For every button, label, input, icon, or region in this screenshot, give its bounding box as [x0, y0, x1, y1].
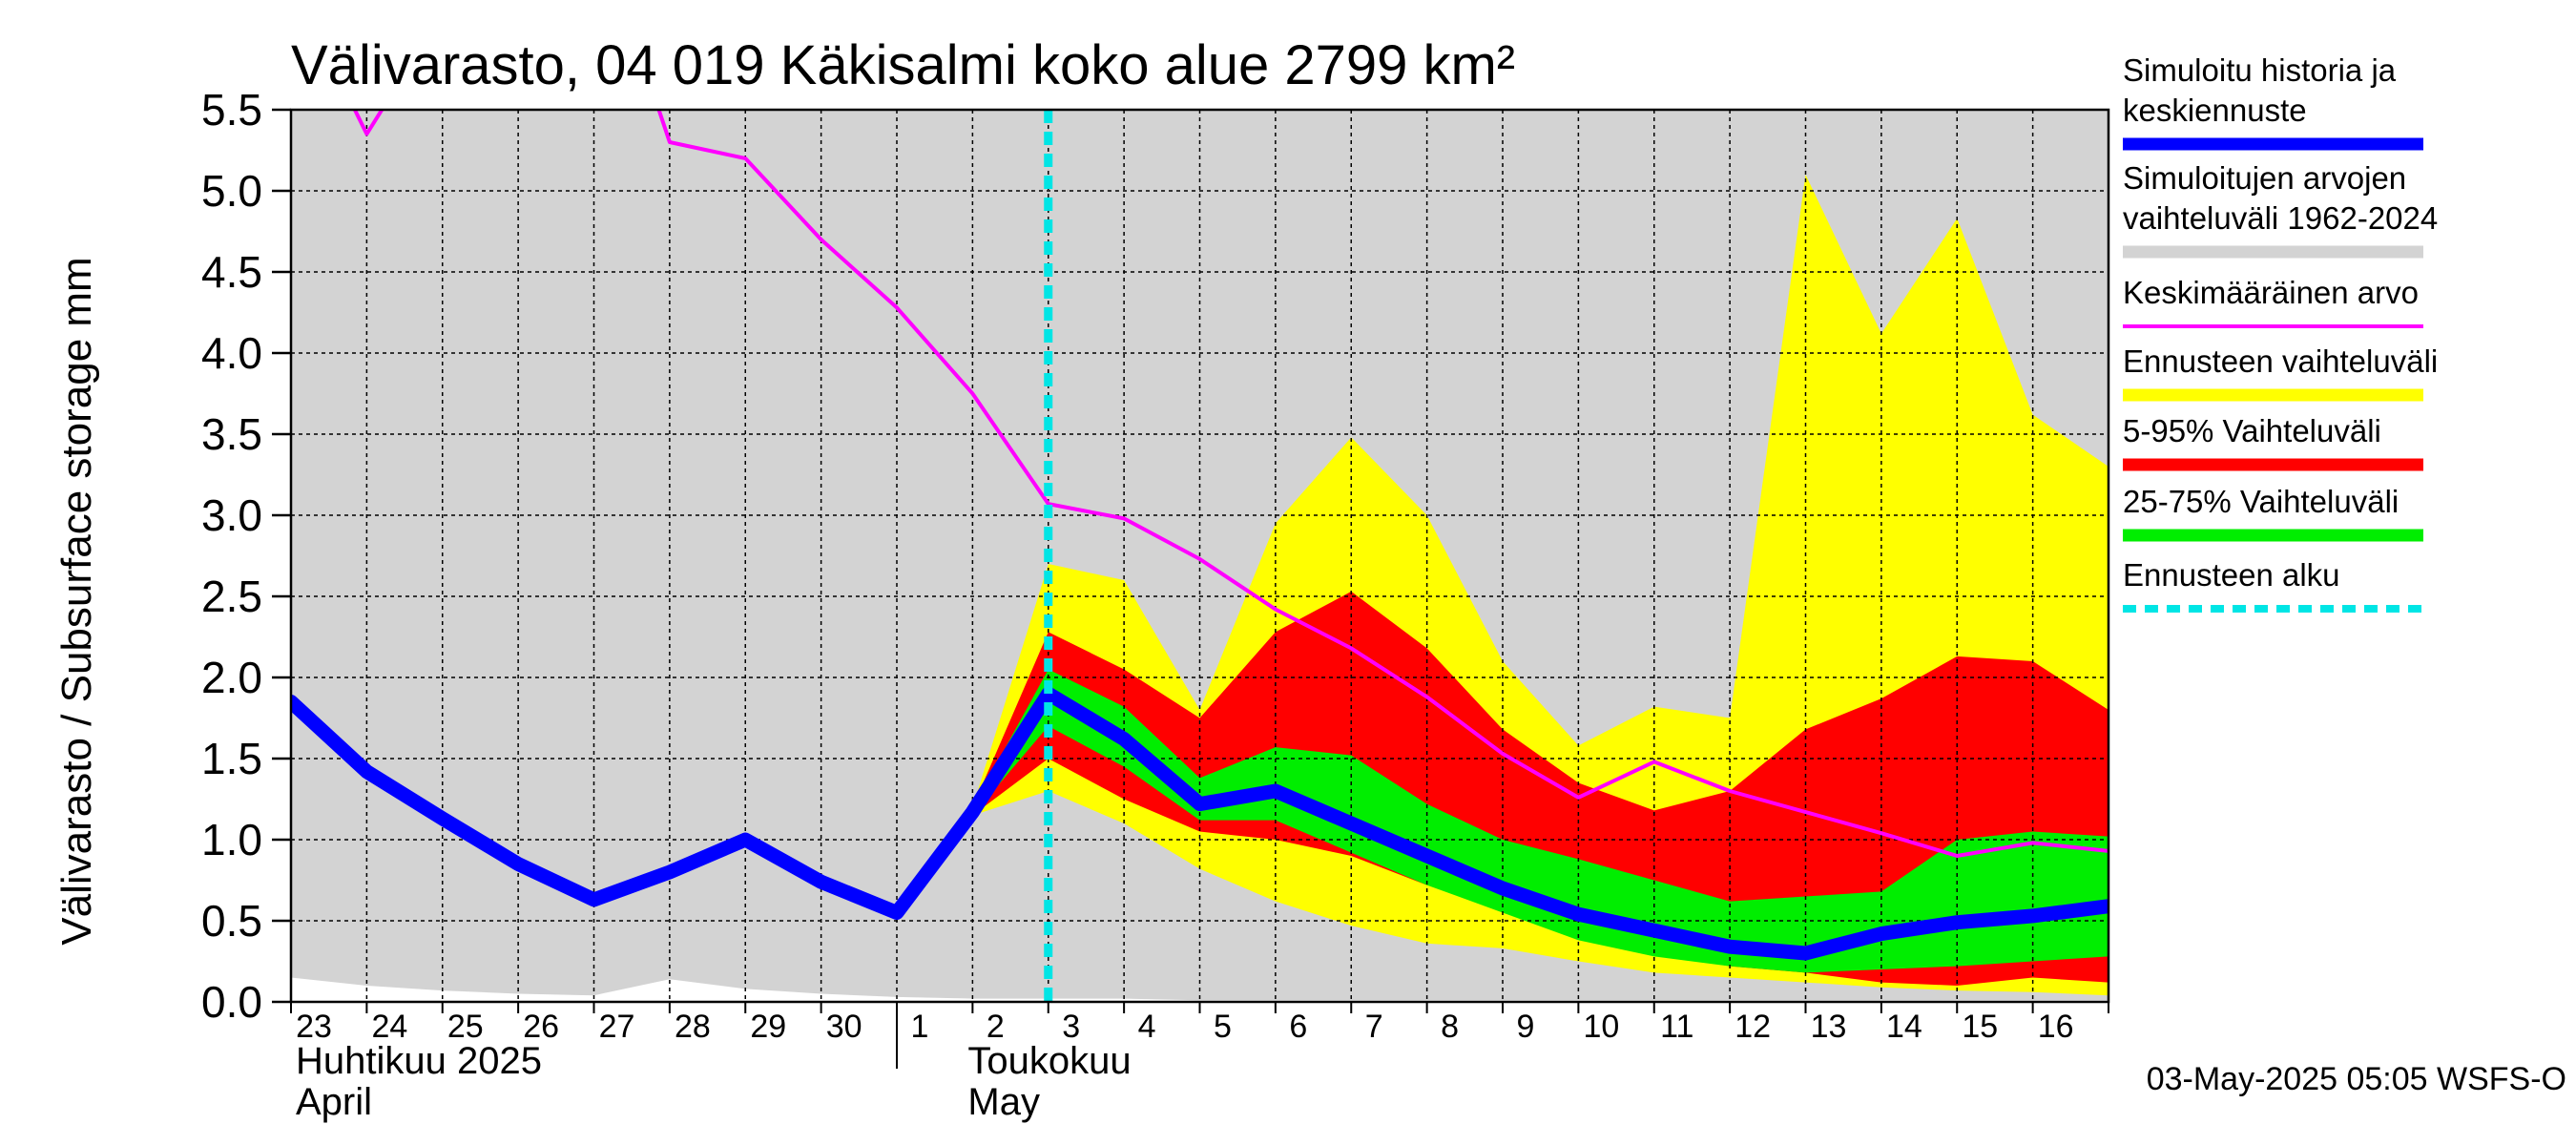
x-tick-label: 14 — [1886, 1009, 1922, 1045]
legend-entry: Simuloitu historia ja keskiennuste — [2123, 52, 2423, 151]
x-tick-label: 24 — [371, 1009, 407, 1045]
x-tick-label: 16 — [2038, 1009, 2074, 1045]
line-layer — [291, 110, 2109, 1002]
band-green — [972, 669, 2109, 973]
month-label-fi: Huhtikuu 2025 — [296, 1040, 542, 1082]
x-tick-label: 13 — [1811, 1009, 1847, 1045]
x-tick-label: 12 — [1735, 1009, 1771, 1045]
chart-title: Välivarasto, 04 019 Käkisalmi koko alue … — [291, 34, 1515, 96]
x-tick-label: 10 — [1583, 1009, 1619, 1045]
y-tick-label: 0.5 — [201, 896, 262, 946]
legend-label: Simuloitujen arvojen — [2123, 160, 2406, 196]
y-axis: 0.0 0.5 1.0 1.5 2.0 2.5 3.0 3.5 4.0 4.5 5.0 5.5 — [201, 85, 291, 1027]
x-tick-label: 4 — [1138, 1009, 1156, 1045]
x-tick-label: 2 — [987, 1009, 1005, 1045]
legend-label: Ennusteen alku — [2123, 557, 2340, 593]
y-tick-label: 3.0 — [201, 490, 262, 540]
legend-entry: 5-95% Vaihteluväli — [2123, 413, 2423, 471]
y-axis-label: Välivarasto / Subsurface storage mm — [53, 257, 100, 945]
y-tick-label: 2.0 — [201, 653, 262, 702]
legend-entry: Ennusteen vaihteluväli — [2123, 344, 2438, 402]
x-tick-label: 6 — [1289, 1009, 1307, 1045]
band-red — [972, 591, 2109, 986]
grid-layer — [291, 110, 2109, 1002]
legend-entry: Keskimääräinen arvo — [2123, 275, 2423, 328]
x-tick-label: 23 — [296, 1009, 332, 1045]
y-tick-label: 3.5 — [201, 409, 262, 459]
x-tick-label: 8 — [1441, 1009, 1459, 1045]
y-tick-label: 4.0 — [201, 328, 262, 378]
legend-label: vaihteluväli 1962-2024 — [2123, 200, 2438, 236]
legend-label: 5-95% Vaihteluväli — [2123, 413, 2381, 448]
x-tick-label: 1 — [911, 1009, 929, 1045]
legend-entry: Ennusteen alku — [2123, 557, 2423, 613]
legend-label: Keskimääräinen arvo — [2123, 275, 2419, 310]
legend-label: keskiennuste — [2123, 93, 2307, 128]
x-tick-label: 15 — [1962, 1009, 1998, 1045]
legend-label: 25-75% Vaihteluväli — [2123, 484, 2399, 519]
month-label-en: May — [967, 1081, 1040, 1123]
x-tick-label: 11 — [1660, 1009, 1693, 1045]
y-tick-label: 5.0 — [201, 166, 262, 216]
y-tick-label: 1.5 — [201, 734, 262, 783]
y-tick-label: 0.0 — [201, 977, 262, 1027]
x-tick-label: 9 — [1517, 1009, 1535, 1045]
legend-label: Simuloitu historia ja — [2123, 52, 2397, 88]
series-median-line — [291, 686, 2109, 961]
footer-timestamp: 03-May-2025 05:05 WSFS-O — [2147, 1061, 2566, 1097]
x-tick-label: 26 — [523, 1009, 559, 1045]
y-tick-label: 4.5 — [201, 247, 262, 297]
x-tick-label: 5 — [1214, 1009, 1232, 1045]
series-mean-line — [352, 110, 2109, 858]
legend-entry: 25-75% Vaihteluväli — [2123, 484, 2423, 542]
x-tick-label: 3 — [1062, 1009, 1080, 1045]
legend-label: Ennusteen vaihteluväli — [2123, 344, 2438, 379]
x-tick-label: 25 — [447, 1009, 484, 1045]
y-tick-label: 2.5 — [201, 572, 262, 621]
legend-entry: Simuloitujen arvojen vaihteluväli 1962-20… — [2123, 160, 2438, 259]
month-label-fi: Toukokuu — [967, 1040, 1131, 1082]
x-tick-label: 7 — [1365, 1009, 1383, 1045]
legend: Simuloitu historia jakeskiennusteSimuloi… — [2123, 52, 2438, 613]
x-tick-label: 30 — [826, 1009, 862, 1045]
y-tick-label: 5.5 — [201, 85, 262, 135]
x-axis: 23 24 25 26 27 28 29 30 1 2 3 4 5 6 7 8 9 10 11 12 13 14 15 16H… — [290, 1002, 2109, 1123]
x-tick-label: 28 — [675, 1009, 711, 1045]
month-label-en: April — [296, 1081, 372, 1123]
x-tick-label: 27 — [599, 1009, 635, 1045]
y-tick-label: 1.0 — [201, 815, 262, 864]
x-tick-label: 29 — [750, 1009, 786, 1045]
